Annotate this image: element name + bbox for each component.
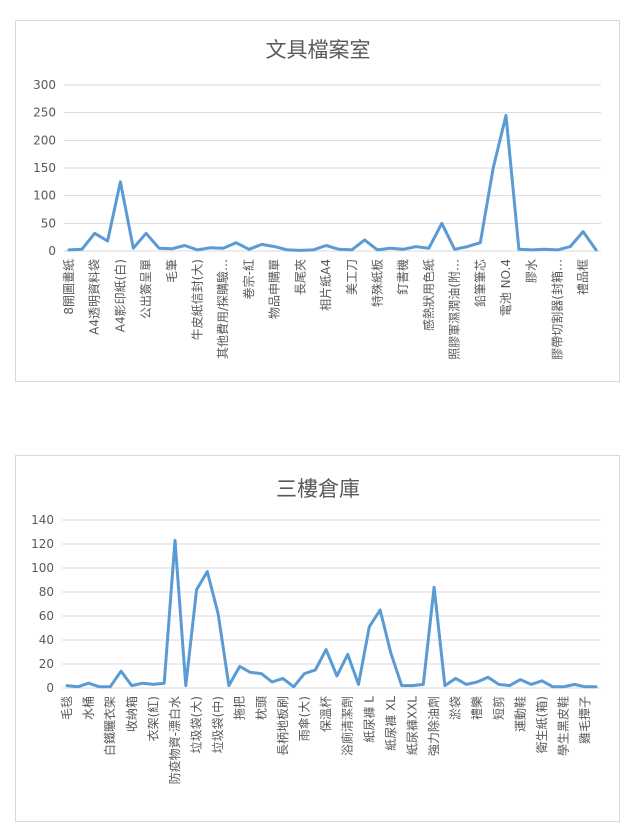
y-tick-label: 60	[39, 609, 54, 623]
x-tick-label: 紙尿褲XXL	[404, 696, 419, 755]
y-tick-label: 120	[31, 537, 54, 551]
x-tick-label: 垃圾袋(大)	[189, 696, 204, 753]
x-tick-label: 膠水	[525, 259, 539, 283]
x-tick-label: 照膠軍濕潤油(附…	[448, 259, 462, 360]
x-tick-label: 運動鞋	[512, 696, 527, 732]
y-tick-label: 200	[33, 133, 56, 147]
y-tick-label: 250	[33, 106, 56, 120]
x-tick-label: 防疫物資-漂白水	[167, 696, 182, 784]
x-tick-label: A4影印紙(白)	[112, 259, 127, 332]
x-tick-label: 保溫杯	[319, 696, 333, 732]
x-tick-label: 物品申購單	[268, 259, 282, 319]
x-tick-label: 鉛筆筆芯	[473, 259, 487, 307]
chart-warehouse: 三樓倉庫 0 20 40 60 80 100 120 140 毛毯 水桶 白鐵曬衣架 收納箱 衣架(紅…	[31, 477, 601, 784]
x-tick-label: 水桶	[81, 696, 96, 720]
x-tick-label: 拖把	[233, 696, 247, 720]
x-tick-label: 釘書機	[395, 259, 410, 295]
x-tick-label: 電池 NO.4	[499, 259, 513, 316]
y-tick-label: 150	[33, 161, 56, 175]
y-tick-label: 0	[46, 681, 54, 695]
x-tick-label: 雞毛撢子	[577, 696, 592, 744]
x-tick-label: 短剪	[491, 696, 506, 720]
series-line	[67, 113, 598, 252]
chart-title: 文具檔案室	[266, 38, 371, 62]
series-line	[65, 538, 598, 689]
x-tick-label: 紙尿褲 XL	[383, 696, 398, 751]
x-tick-label: 垃圾袋(中)	[210, 696, 225, 753]
x-tick-label: 收納箱	[124, 696, 139, 732]
x-tick-label: 白鐵曬衣架	[102, 696, 117, 756]
x-tick-label: 衣架(紅)	[145, 696, 160, 741]
y-tick-label: 0	[48, 244, 56, 258]
y-tick-label: 140	[31, 513, 54, 527]
x-tick-label: 膠帶切割器(封箱…	[549, 259, 564, 360]
x-tick-label: 毛筆	[165, 259, 179, 283]
x-tick-label: 牛皮紙信封(大)	[190, 259, 205, 340]
x-tick-label: 公出簽呈單	[139, 259, 153, 319]
x-tick-label: 相片紙A4	[318, 259, 333, 311]
y-tick-label: 20	[39, 657, 54, 671]
y-tick-label: 50	[41, 216, 56, 230]
x-tick-label: 卷宗-紅	[241, 259, 256, 299]
x-tick-label: 感熱狀用色紙	[421, 259, 436, 331]
x-tick-label: A4透明資料袋	[88, 259, 102, 335]
y-tick-label: 300	[33, 78, 56, 92]
chart-panel-stationery: 文具檔案室 0 50 100 150 200 250 300 8開圖畫紙 A4透明資料袋 A4影…	[15, 20, 620, 382]
x-tick-label: 紙尿褲 L	[361, 696, 376, 743]
y-tick-label: 40	[39, 633, 54, 647]
x-tick-label: 其他費用/探購驗…	[215, 259, 230, 359]
y-tick-label: 80	[39, 585, 54, 599]
x-tick-label: 特殊紙板	[369, 259, 384, 307]
x-tick-label: 長柄地板刷	[276, 696, 290, 756]
x-tick-label: 禮樂	[469, 696, 484, 720]
x-tick-label: 枕頭	[253, 696, 268, 720]
chart-title: 三樓倉庫	[276, 477, 360, 501]
chart-panel-warehouse: 三樓倉庫 0 20 40 60 80 100 120 140 毛毯 水桶 白鐵曬衣架 收納箱 衣架(紅…	[15, 455, 620, 822]
x-tick-label: 雨傘(大)	[298, 696, 312, 741]
y-tick-label: 100	[31, 561, 54, 575]
x-tick-label: 強力除油劑	[426, 696, 441, 756]
chart-stationery: 文具檔案室 0 50 100 150 200 250 300 8開圖畫紙 A4透明資料袋 A4影…	[33, 38, 601, 360]
x-tick-label: 浴廁清潔劑	[340, 696, 355, 756]
x-tick-label: 毛毯	[60, 696, 74, 720]
y-tick-label: 100	[33, 189, 56, 203]
x-tick-label: 淤袋	[449, 696, 463, 720]
x-tick-label: 學生黑皮鞋	[556, 696, 571, 756]
x-tick-label: 長尾夾	[293, 259, 307, 295]
x-tick-label: 8開圖畫紙	[61, 259, 76, 315]
x-tick-label: 禮品框	[576, 259, 590, 295]
x-tick-label: 衛生紙(箱)	[534, 696, 549, 753]
x-tick-label: 美工刀	[345, 259, 359, 295]
